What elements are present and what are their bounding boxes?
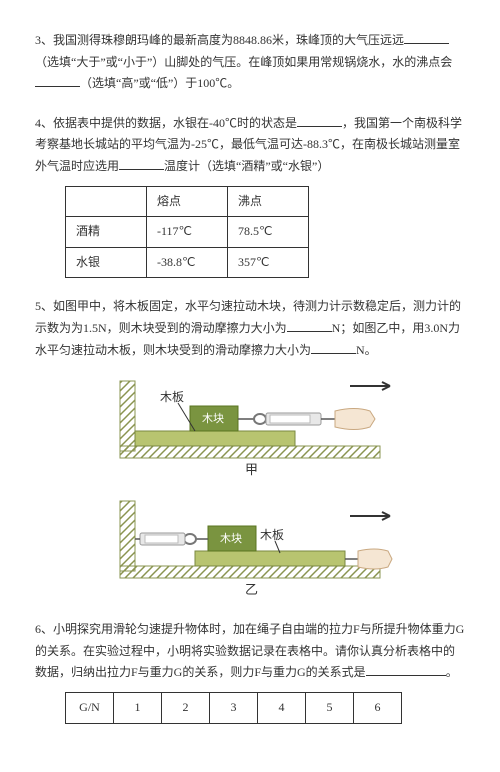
label-board: 木板 — [160, 390, 184, 404]
q4-table: 熔点 沸点 酒精 -117℃ 78.5℃ 水银 -38.8℃ 357℃ — [65, 186, 309, 279]
cell: 5 — [306, 692, 354, 723]
question-6: 6、小明探究用滑轮匀速提升物体时，加在绳子自由端的拉力F与所提升物体重力G的关系… — [35, 619, 465, 723]
cell: 4 — [258, 692, 306, 723]
cell: -38.8℃ — [147, 247, 228, 278]
question-3: 3、我国测得珠穆朗玛峰的最新高度为8848.86米，珠峰顶的大气压远远 （选填“大… — [35, 30, 465, 95]
cell: 沸点 — [228, 186, 309, 217]
table-row: 酒精 -117℃ 78.5℃ — [66, 217, 309, 248]
cell: 357℃ — [228, 247, 309, 278]
table-row: 水银 -38.8℃ 357℃ — [66, 247, 309, 278]
figure-jia: 木板 木块 甲 — [35, 371, 465, 481]
label-yi: 乙 — [245, 582, 258, 597]
q4-blank-1[interactable] — [297, 114, 342, 127]
cell — [66, 186, 147, 217]
diagram-yi: 木板 木块 乙 — [100, 491, 400, 601]
cell: G/N — [66, 692, 114, 723]
cell: 熔点 — [147, 186, 228, 217]
label-jia: 甲 — [245, 462, 258, 477]
q6-blank-1[interactable] — [366, 663, 446, 676]
cell: 6 — [354, 692, 402, 723]
q4-blank-2[interactable] — [119, 157, 164, 170]
cell: 3 — [210, 692, 258, 723]
q4-text-a: 4、依据表中提供的数据，水银在-40℃时的状态是 — [35, 116, 297, 130]
question-5: 5、如图甲中，将木板固定，水平匀速拉动木块，待测力计示数稳定后，测力计的示数为为… — [35, 296, 465, 601]
label-block-yi: 木块 — [220, 532, 242, 545]
question-4: 4、依据表中提供的数据，水银在-40℃时的状态是，我国第一个南极科学考察基地长城… — [35, 113, 465, 279]
q6-text-b: 。 — [446, 665, 458, 679]
cell: 水银 — [66, 247, 147, 278]
label-block: 木块 — [202, 412, 224, 425]
q4-text-c: 温度计（选填“酒精”或“水银”） — [164, 159, 329, 173]
figure-yi: 木板 木块 乙 — [35, 491, 465, 601]
cell: 78.5℃ — [228, 217, 309, 248]
q3-blank-2[interactable] — [35, 74, 80, 87]
q5-blank-1[interactable] — [287, 319, 332, 332]
table-row: 熔点 沸点 — [66, 186, 309, 217]
q3-blank-1[interactable] — [404, 31, 449, 44]
label-board-yi: 木板 — [260, 528, 284, 542]
q3-text-c: （选填“高”或“低”）于100℃。 — [80, 76, 239, 90]
table-row: G/N 1 2 3 4 5 6 — [66, 692, 402, 723]
q5-blank-2[interactable] — [311, 341, 356, 354]
q3-text-b: （选填“大于”或“小于”）山脚处的气压。在峰顶如果用常规锅烧水，水的沸点会 — [35, 55, 452, 69]
q3-text-a: 3、我国测得珠穆朗玛峰的最新高度为8848.86米，珠峰顶的大气压远远 — [35, 33, 404, 47]
diagram-jia: 木板 木块 甲 — [100, 371, 400, 481]
cell: 1 — [114, 692, 162, 723]
cell: 2 — [162, 692, 210, 723]
q6-table: G/N 1 2 3 4 5 6 — [65, 692, 402, 724]
cell: 酒精 — [66, 217, 147, 248]
cell: -117℃ — [147, 217, 228, 248]
q5-text-c: N。 — [356, 343, 377, 357]
